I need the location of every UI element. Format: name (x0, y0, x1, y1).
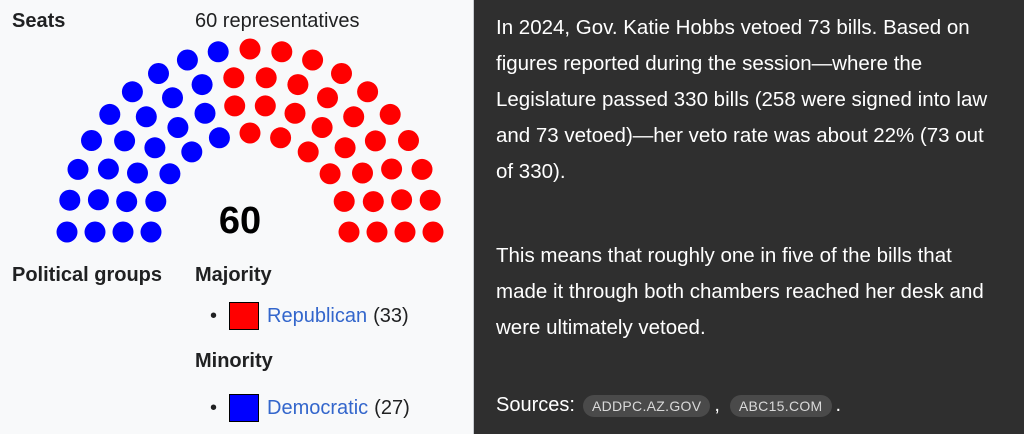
seat-republican (224, 95, 246, 117)
source-chip-addpc[interactable]: ADDPC.AZ.GOV (582, 394, 711, 417)
seat-republican (271, 41, 293, 63)
answer-panel: In 2024, Gov. Katie Hobbs vetoed 73 bill… (474, 0, 1024, 434)
answer-paragraph-2: This means that roughly one in five of t… (496, 244, 984, 339)
parliament-diagram (56, 38, 444, 243)
seat-republican (254, 95, 276, 117)
seats-label: Seats (12, 10, 66, 32)
democratic-count: (27) (374, 396, 410, 419)
seat-republican (357, 81, 379, 103)
seat-democratic (114, 130, 136, 152)
seat-democratic (194, 102, 216, 124)
source-separator: , (714, 394, 720, 416)
sources-row: Sources: ADDPC.AZ.GOV , ABC15.COM . (496, 394, 843, 417)
source-chip-abc15[interactable]: ABC15.COM (729, 394, 832, 417)
seat-republican (352, 162, 373, 184)
seat-democratic (112, 221, 134, 243)
seat-democratic (140, 221, 162, 243)
seat-republican (297, 141, 319, 163)
bullet-icon: • (210, 396, 218, 419)
seat-republican (391, 189, 413, 211)
seat-democratic (181, 141, 203, 163)
seat-republican (319, 163, 341, 185)
seat-republican (284, 102, 306, 124)
seat-republican (255, 67, 277, 89)
total-seats: 60 (218, 200, 262, 242)
seat-republican (333, 190, 355, 212)
seat-democratic (84, 221, 106, 243)
bullet-icon: • (210, 304, 218, 327)
minority-label: Minority (195, 350, 273, 372)
seat-democratic (56, 221, 78, 243)
seat-republican (398, 130, 419, 151)
seat-democratic (99, 103, 121, 125)
seat-democratic (208, 127, 230, 149)
seat-republican (287, 74, 309, 96)
seat-democratic (116, 191, 138, 213)
seat-republican (334, 137, 356, 159)
answer-paragraph-1: In 2024, Gov. Katie Hobbs vetoed 73 bill… (496, 16, 988, 183)
seat-democratic (148, 63, 169, 84)
seat-republican (270, 127, 292, 149)
party-row-democratic: • Democratic (27) (210, 392, 410, 424)
seat-republican (364, 130, 386, 152)
seat-republican (379, 103, 401, 125)
seat-democratic (67, 158, 89, 180)
republican-link[interactable]: Republican (267, 304, 368, 327)
seat-republican (302, 49, 324, 71)
infobox-panel: Seats 60 representatives 60 Political gr… (0, 0, 474, 434)
seat-democratic (81, 130, 102, 151)
seat-republican (411, 158, 433, 180)
seats-value: 60 representatives (195, 10, 360, 32)
seat-republican (331, 63, 352, 84)
seat-republican (338, 221, 360, 243)
seat-democratic (159, 163, 181, 185)
seat-democratic (167, 117, 189, 138)
seat-democratic (97, 158, 119, 180)
seat-republican (343, 106, 365, 128)
seat-republican (317, 87, 338, 109)
democratic-link[interactable]: Democratic (267, 396, 369, 419)
seat-democratic (176, 49, 198, 71)
seat-democratic (207, 41, 229, 63)
seat-republican (366, 221, 388, 243)
seat-republican (381, 158, 403, 180)
sources-end: . (835, 394, 842, 416)
republican-count: (33) (373, 304, 409, 327)
seat-republican (394, 221, 416, 243)
seat-democratic (162, 87, 183, 109)
seat-democratic (144, 137, 166, 159)
seat-republican (362, 191, 384, 213)
republican-swatch (229, 302, 260, 330)
seat-republican (223, 67, 245, 89)
seat-republican (311, 117, 333, 138)
democratic-swatch (229, 394, 260, 422)
seat-democratic (145, 190, 167, 212)
sources-label: Sources: (496, 394, 575, 416)
seat-democratic (59, 189, 81, 211)
seat-democratic (87, 189, 109, 211)
party-row-republican: • Republican (33) (210, 300, 409, 332)
seat-democratic (191, 74, 213, 96)
majority-label: Majority (195, 264, 272, 286)
seat-democratic (135, 106, 157, 128)
seat-republican (422, 221, 444, 243)
seat-democratic (121, 81, 143, 103)
seat-republican (419, 189, 441, 211)
seat-republican (239, 122, 261, 144)
seat-democratic (127, 162, 148, 184)
seat-republican (239, 38, 261, 60)
political-groups-label: Political groups (12, 264, 163, 286)
